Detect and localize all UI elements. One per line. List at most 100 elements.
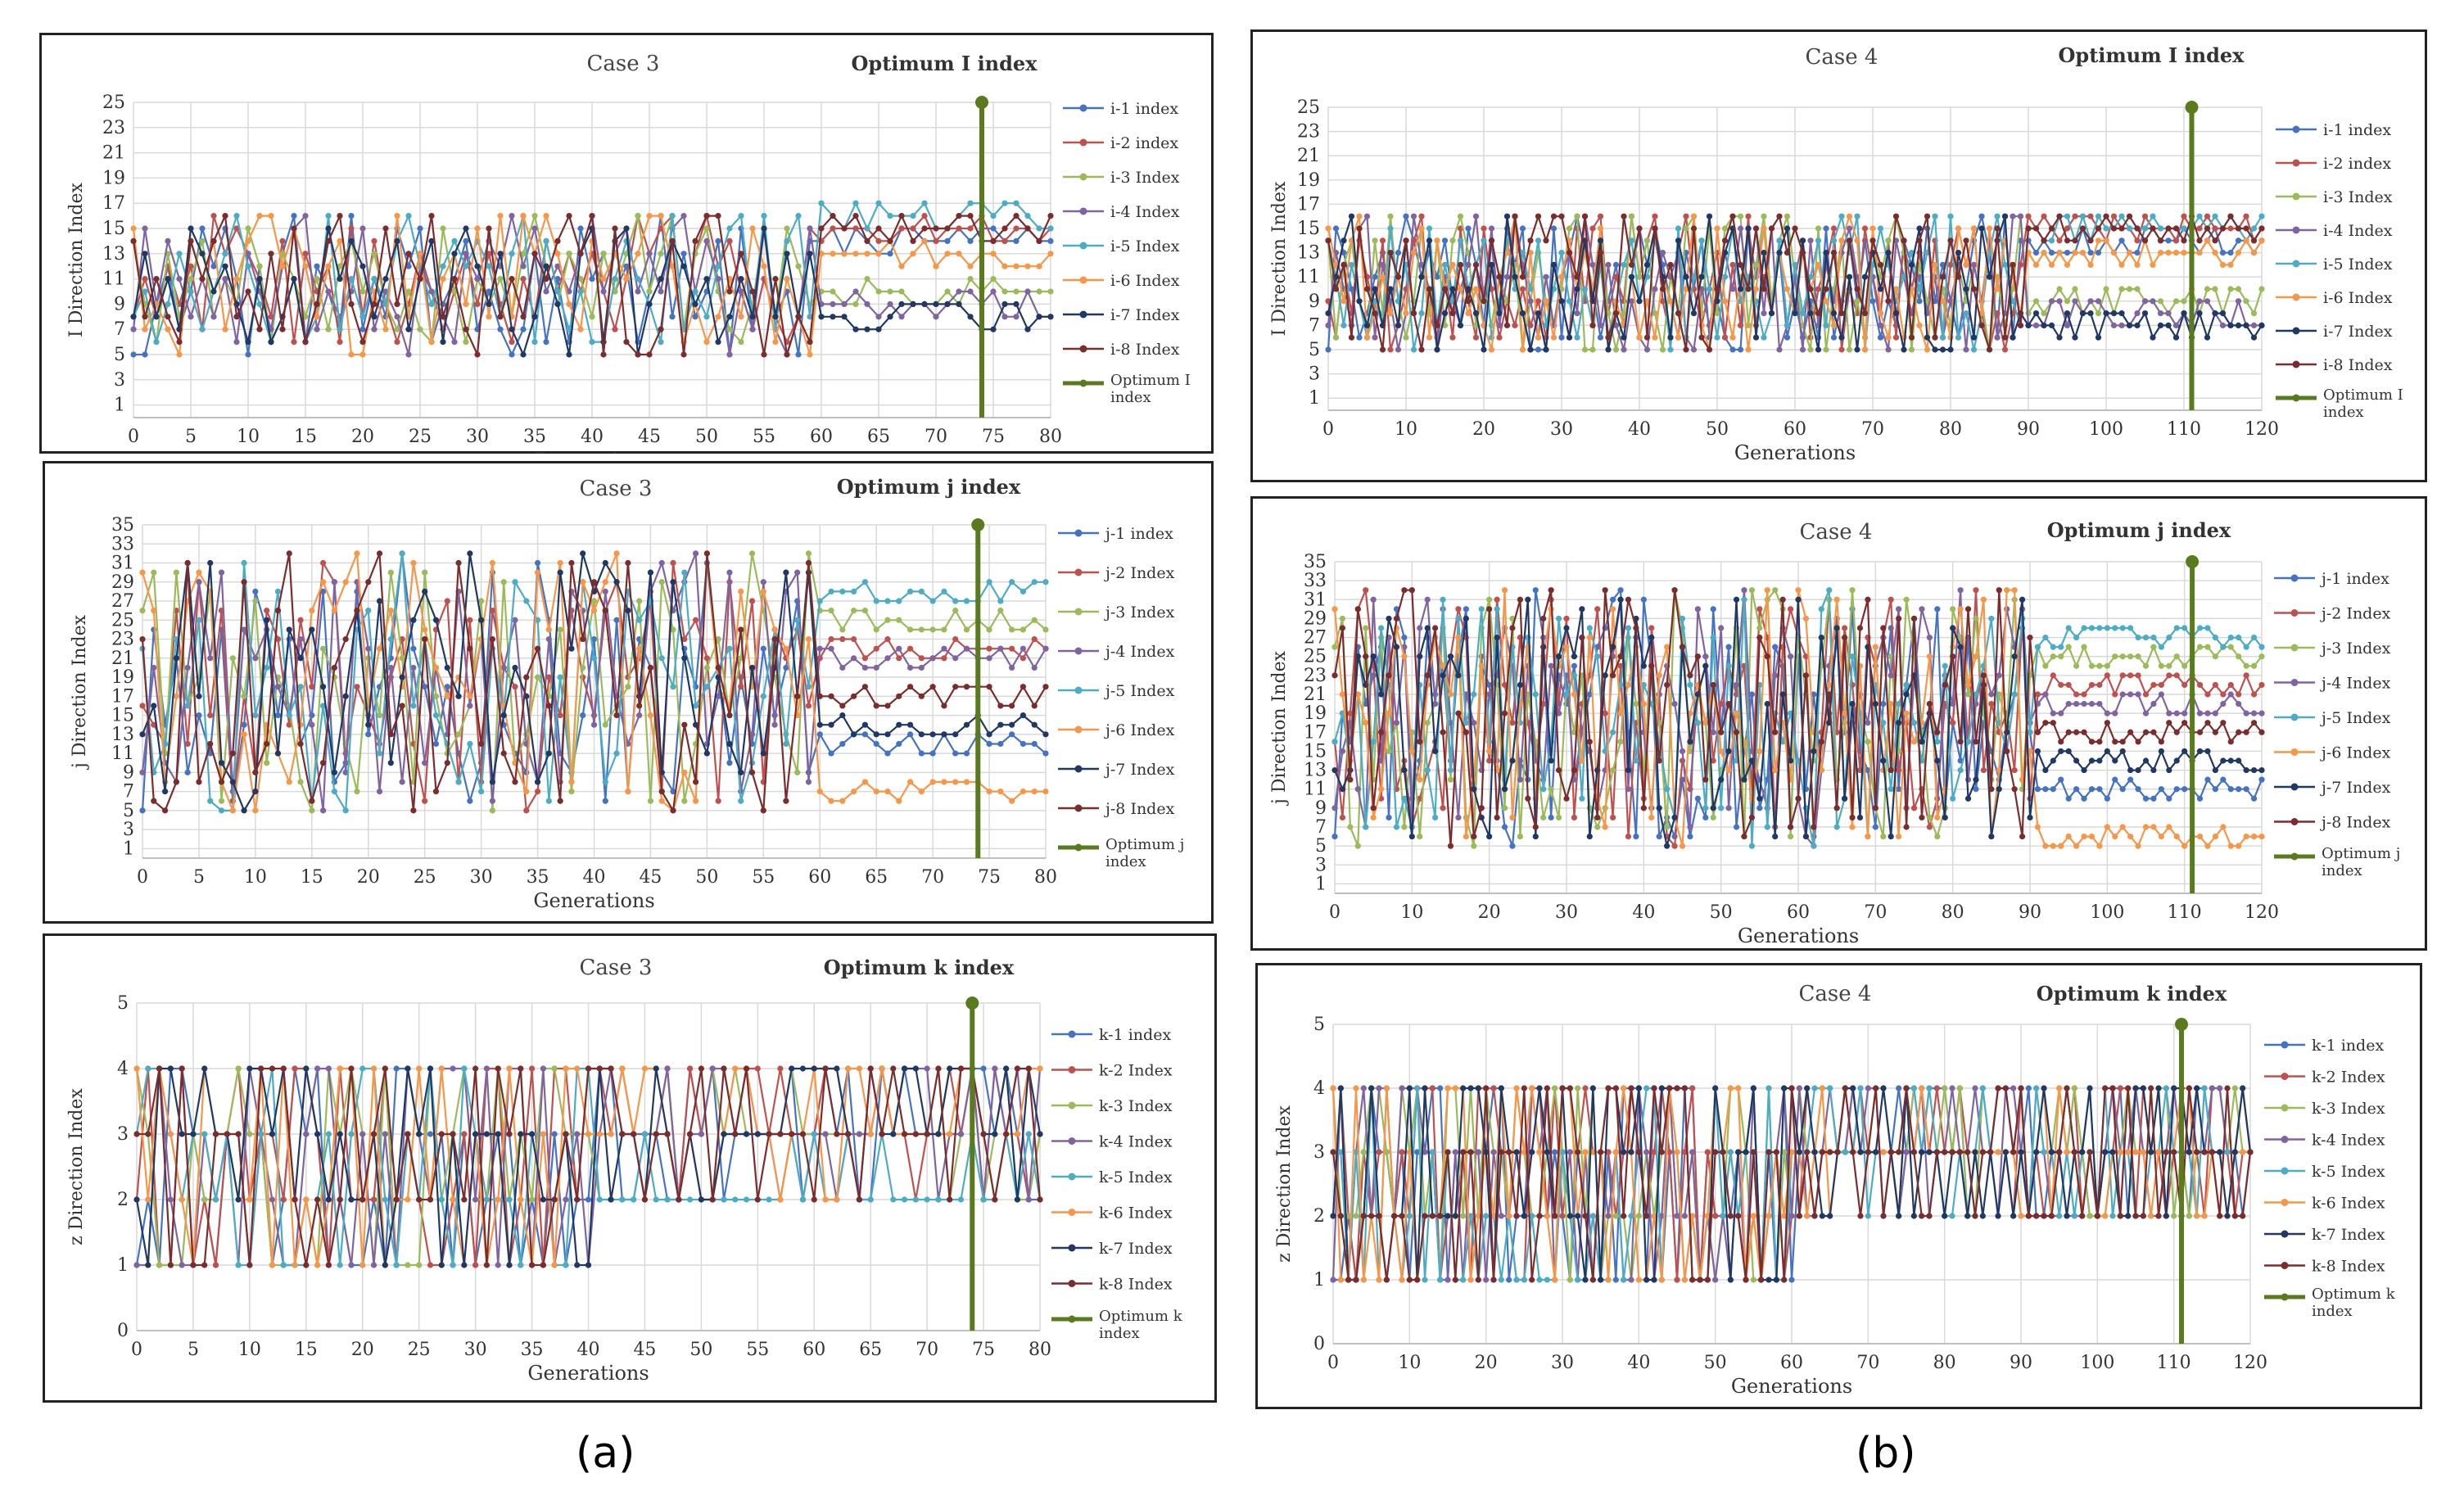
data-point <box>841 301 848 307</box>
data-point <box>286 712 292 719</box>
y-tick-label: 1 <box>1313 1270 1325 1290</box>
data-point <box>580 635 586 643</box>
data-point <box>1823 250 1829 256</box>
data-point <box>291 339 297 346</box>
optimum-marker <box>975 96 988 109</box>
data-point <box>1579 606 1585 612</box>
data-point <box>531 225 538 232</box>
data-point <box>726 740 733 748</box>
x-tick-label: 60 <box>1780 1353 1803 1373</box>
data-point <box>1885 346 1892 353</box>
data-point <box>1908 346 1915 353</box>
data-point <box>2235 237 2242 244</box>
data-point <box>325 225 332 232</box>
data-point <box>918 693 925 699</box>
data-point <box>577 276 584 282</box>
data-point <box>1826 691 1833 698</box>
data-point <box>992 1131 998 1137</box>
data-point <box>1488 261 1495 268</box>
data-point <box>325 1196 332 1203</box>
data-point <box>1370 805 1377 811</box>
data-point <box>1996 786 2002 793</box>
data-point <box>1612 1277 1619 1283</box>
data-point <box>910 251 916 257</box>
data-point <box>1506 1277 1512 1283</box>
data-point <box>1488 225 1495 232</box>
data-point <box>963 721 970 728</box>
data-point <box>856 1065 862 1072</box>
data-point <box>1752 334 1760 341</box>
data-point <box>585 1065 592 1072</box>
data-point <box>428 213 435 219</box>
data-point <box>1559 1213 1566 1219</box>
data-point <box>1325 346 1331 353</box>
legend-label: j-7 Index <box>1104 761 1175 779</box>
data-point <box>274 588 282 594</box>
data-point <box>1818 634 1824 641</box>
data-point <box>1014 1196 1021 1203</box>
data-point <box>1807 310 1814 317</box>
data-point <box>1963 261 1969 268</box>
data-point <box>1486 748 1493 755</box>
data-point <box>528 1196 536 1203</box>
data-point <box>1417 776 1423 783</box>
y-tick-label: 13 <box>1304 761 1327 781</box>
data-point <box>241 721 247 728</box>
data-point <box>512 579 518 585</box>
data-point <box>2050 653 2056 660</box>
data-point <box>1555 814 1562 821</box>
data-point <box>1687 739 1693 745</box>
data-point <box>1471 691 1477 698</box>
data-point <box>467 798 473 804</box>
data-point <box>1741 587 1747 594</box>
data-point <box>2220 776 2227 783</box>
data-point <box>2127 833 2134 840</box>
data-point <box>1988 691 1995 698</box>
data-point <box>2150 213 2156 219</box>
data-point <box>1625 681 1632 689</box>
data-point <box>1652 213 1658 219</box>
data-point <box>1025 1196 1032 1203</box>
data-point <box>320 579 327 585</box>
data-point <box>963 779 970 785</box>
data-point <box>1617 587 1624 594</box>
data-point <box>2212 786 2218 793</box>
data-point <box>512 664 518 671</box>
data-point <box>566 351 572 358</box>
data-point <box>2050 672 2056 679</box>
data-point <box>2227 739 2234 745</box>
data-point <box>577 225 584 232</box>
data-point <box>1849 824 1856 830</box>
data-point <box>929 750 936 757</box>
data-point <box>1877 261 1884 268</box>
chart-title: Case 4 <box>1806 45 1879 70</box>
data-point <box>2034 748 2041 755</box>
y-tick-label: 0 <box>117 1321 129 1341</box>
data-point <box>795 263 802 269</box>
data-point <box>165 276 171 282</box>
data-point <box>1955 225 1962 232</box>
legend-swatch-marker <box>2290 713 2299 721</box>
data-point <box>1330 1277 1336 1283</box>
data-point <box>986 655 992 662</box>
data-point <box>834 1196 840 1203</box>
data-point <box>2250 237 2258 244</box>
data-point <box>1574 273 1580 280</box>
data-point <box>1401 634 1408 641</box>
data-point <box>884 703 891 709</box>
data-point <box>1356 334 1363 341</box>
data-point <box>1721 334 1729 341</box>
data-point <box>805 779 812 785</box>
data-point <box>1042 579 1049 585</box>
data-point <box>1013 225 1020 232</box>
data-point <box>463 339 469 346</box>
data-point <box>841 314 848 320</box>
data-point <box>1478 662 1485 669</box>
data-point <box>589 213 595 219</box>
x-tick-label: 40 <box>1627 1353 1650 1373</box>
data-point <box>2112 653 2118 660</box>
data-point <box>246 1131 253 1137</box>
data-point <box>1543 237 1549 244</box>
legend-swatch-marker <box>2292 394 2300 402</box>
